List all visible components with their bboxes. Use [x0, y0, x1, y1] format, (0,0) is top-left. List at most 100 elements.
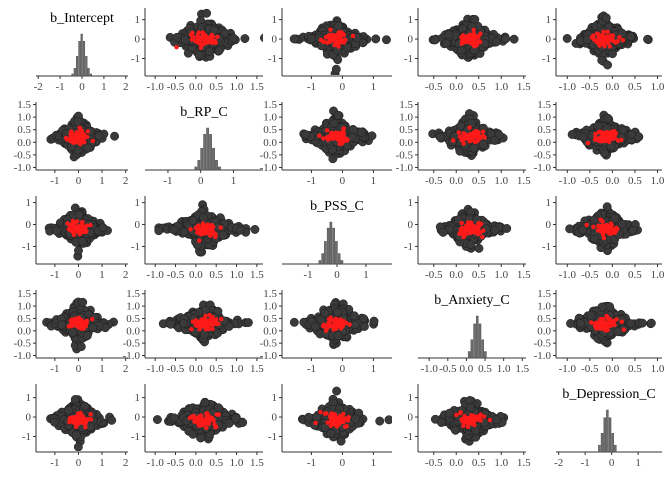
draw-point	[199, 213, 207, 221]
hist-bar	[74, 68, 76, 76]
draw-point	[219, 231, 227, 239]
draw-point	[510, 35, 518, 43]
y-tick-label: -0.5	[260, 149, 278, 161]
x-tick-label: -0.5	[167, 363, 185, 375]
x-tick-label: 1.5	[250, 363, 264, 375]
hist-bar	[327, 228, 329, 264]
divergent-point	[69, 318, 73, 322]
y-tick-label: 0	[546, 219, 552, 231]
divergent-point	[90, 317, 94, 321]
hist-bar	[81, 34, 83, 76]
draw-point	[372, 35, 380, 43]
y-tick-label: -1	[131, 53, 140, 65]
divergent-point	[470, 225, 474, 229]
divergent-point	[591, 225, 595, 229]
draw-point	[179, 319, 187, 327]
x-tick-label: 0.0	[606, 269, 620, 281]
x-tick-label: 0.0	[449, 81, 463, 93]
divergent-point	[194, 226, 198, 230]
x-tick-label: 1.5	[250, 81, 264, 93]
divergent-point	[621, 38, 625, 42]
y-tick-label: -0.5	[14, 149, 32, 161]
x-tick-label: 1	[371, 175, 377, 187]
y-tick-label: 0.0	[537, 137, 551, 149]
x-tick-label: 0.5	[472, 269, 486, 281]
x-tick-label: 1	[101, 81, 107, 93]
points-group	[45, 204, 112, 261]
draw-point	[603, 203, 611, 211]
y-tick-label: 1.5	[126, 288, 140, 300]
y-tick-label: -1.0	[396, 162, 414, 174]
y-tick-label: -0.5	[260, 338, 278, 350]
points-group	[290, 298, 378, 348]
divergent-point	[198, 319, 202, 323]
param-title: b_Intercept	[50, 11, 114, 26]
hist-bar	[335, 241, 337, 264]
points-group	[429, 15, 518, 62]
divergent-point	[85, 223, 89, 227]
divergent-point	[200, 230, 204, 234]
draw-point	[170, 226, 178, 234]
divergent-point	[328, 136, 332, 140]
divergent-point	[473, 36, 477, 40]
divergent-point	[460, 221, 464, 225]
divergent-point	[592, 37, 596, 41]
draw-point	[608, 49, 616, 57]
draw-point	[75, 211, 83, 219]
draw-point	[260, 34, 268, 42]
divergent-point	[174, 45, 178, 49]
points-group	[290, 16, 391, 77]
divergent-point	[615, 227, 619, 231]
divergent-point	[593, 132, 597, 136]
draw-point	[52, 227, 60, 235]
points-group	[565, 203, 641, 255]
hist-bar	[212, 148, 214, 170]
divergent-point	[196, 40, 200, 44]
x-tick-label: 1.5	[250, 269, 264, 281]
draw-point	[244, 318, 252, 326]
divergent-point	[194, 320, 198, 324]
divergent-point	[464, 227, 468, 231]
divergent-point	[339, 139, 343, 143]
param-title: b_RP_C	[180, 105, 227, 120]
divergent-point	[202, 225, 206, 229]
x-tick-label: 1.0	[651, 175, 665, 187]
divergent-point	[601, 30, 605, 34]
x-tick-label: 0.5	[209, 81, 223, 93]
x-tick-label: -1.0	[146, 81, 164, 93]
x-tick-label: 1	[99, 175, 105, 187]
divergent-point	[201, 30, 205, 34]
divergent-point	[586, 141, 590, 145]
hist-bar	[204, 134, 206, 170]
x-tick-label: 0	[79, 81, 85, 93]
divergent-point	[480, 235, 484, 239]
divergent-point	[458, 228, 462, 232]
draw-point	[445, 31, 453, 39]
y-tick-label: 1	[546, 14, 552, 26]
divergent-point	[473, 140, 477, 144]
y-tick-label: -1.0	[14, 350, 32, 362]
divergent-point	[69, 139, 73, 143]
divergent-point	[210, 327, 214, 331]
x-tick-label: 1	[371, 81, 377, 93]
x-tick-label: 0	[340, 81, 346, 93]
x-tick-label: 1.0	[494, 175, 508, 187]
y-tick-label: 1.0	[537, 112, 551, 124]
x-tick-label: 0.0	[189, 269, 203, 281]
x-tick-label: -1	[307, 363, 316, 375]
hist-bar	[79, 41, 81, 76]
divergent-point	[332, 43, 336, 47]
draw-point	[503, 224, 511, 232]
draw-point	[563, 34, 571, 42]
x-tick-label: 1	[99, 363, 105, 375]
points-group	[300, 107, 377, 163]
x-tick-label: 0	[76, 175, 82, 187]
y-tick-label: 1.5	[17, 99, 31, 111]
x-tick-label: -1.0	[146, 363, 164, 375]
hist-bar	[218, 167, 220, 170]
x-tick-label: -0.5	[425, 269, 443, 281]
